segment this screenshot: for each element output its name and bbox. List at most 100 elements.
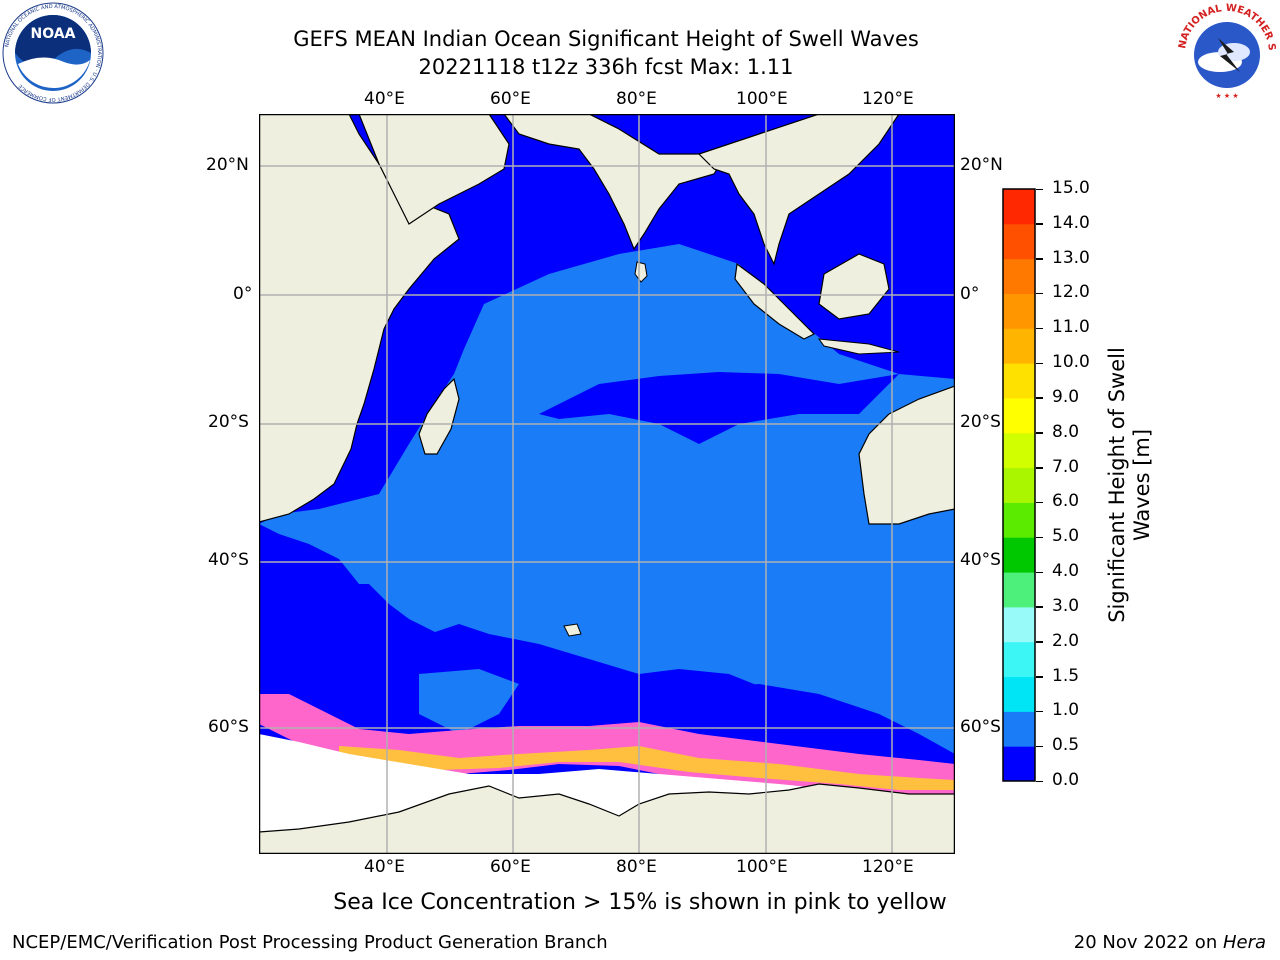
- colorbar-title-line1: Significant Height of Swell: [1104, 347, 1129, 623]
- colorbar-tick-label: 9.0: [1052, 386, 1080, 407]
- colorbar-segment: [1003, 537, 1035, 573]
- lon-label-bottom-80e: 80°E: [616, 857, 657, 877]
- colorbar-tick-label: 11.0: [1052, 317, 1090, 338]
- colorbar-tick-mark: [1036, 745, 1043, 748]
- colorbar-segment: [1003, 676, 1035, 712]
- colorbar-segment: [1003, 293, 1035, 329]
- colorbar-title-line2: Waves [m]: [1130, 428, 1154, 542]
- colorbar-segment: [1003, 363, 1035, 399]
- colorbar-segment: [1003, 432, 1035, 469]
- lon-label-bottom-40e: 40°E: [364, 857, 405, 877]
- sumatra-land: [734, 262, 816, 340]
- colorbar-tick-label: 7.0: [1052, 456, 1080, 477]
- colorbar-tick-mark: [1036, 536, 1043, 539]
- colorbar-tick-label: 0.5: [1052, 735, 1080, 756]
- colorbar-tick-label: 8.0: [1052, 421, 1080, 442]
- madagascar-land: [418, 377, 460, 455]
- footer-machine: Hera: [1222, 932, 1266, 953]
- colorbar-tick-mark: [1036, 467, 1043, 469]
- se-asia-land: [697, 114, 900, 266]
- colorbar-tick-mark: [1036, 710, 1043, 713]
- colorbar-tick-mark: [1036, 397, 1043, 399]
- colorbar-tick-label: 6.0: [1052, 491, 1080, 512]
- colorbar-tick-label: 0.0: [1052, 770, 1080, 790]
- colorbar-tick-mark: [1036, 188, 1043, 190]
- lat-label-right-0: 0°: [960, 284, 980, 304]
- colorbar-segment: [1003, 606, 1035, 643]
- footer-date: 20 Nov 2022 on Hera: [1074, 932, 1266, 953]
- india-land: [503, 114, 731, 251]
- colorbar-tick-label: 10.0: [1052, 352, 1090, 373]
- colorbar-tick-mark: [1036, 606, 1043, 608]
- lat-label-right-20n: 20°N: [960, 155, 1003, 175]
- colorbar-segment: [1003, 641, 1035, 678]
- lat-label-left-20s: 20°S: [208, 412, 249, 432]
- footer-branch: NCEP/EMC/Verification Post Processing Pr…: [12, 932, 608, 953]
- svg-text:★ ★ ★: ★ ★ ★: [1215, 92, 1238, 100]
- colorbar-segment: [1003, 502, 1035, 538]
- colorbar-tick-label: 15.0: [1052, 178, 1090, 198]
- borneo-land: [818, 253, 890, 320]
- map-frame: [259, 114, 955, 854]
- colorbar-tick-label: 5.0: [1052, 526, 1080, 547]
- noaa-logo: NOAA NATIONAL OCEANIC AND ATMOSPHERIC AD…: [2, 2, 104, 104]
- colorbar-segment: [1003, 746, 1035, 782]
- colorbar-tick-mark: [1036, 258, 1043, 260]
- colorbar-segment: [1003, 711, 1035, 747]
- colorbar-tick-label: 2.0: [1052, 630, 1080, 651]
- australia-land: [858, 385, 955, 525]
- map-panel: [259, 114, 955, 854]
- colorbar-tick-label: 3.0: [1052, 595, 1080, 616]
- lon-label-top-80e: 80°E: [616, 89, 657, 109]
- lat-label-left-40s: 40°S: [208, 550, 249, 570]
- colorbar-tick-mark: [1036, 327, 1043, 330]
- colorbar-tick-mark: [1036, 571, 1043, 574]
- colorbar-tick-mark: [1036, 223, 1043, 225]
- lon-label-bottom-120e: 120°E: [862, 857, 914, 877]
- chart-title: GEFS MEAN Indian Ocean Significant Heigh…: [293, 27, 919, 51]
- footer-date-text: 20 Nov 2022 on: [1073, 932, 1223, 953]
- lon-label-bottom-100e: 100°E: [736, 857, 788, 877]
- swell-zone-south-light-2: [749, 584, 955, 694]
- lat-label-left-20n: 20°N: [206, 155, 249, 175]
- lon-label-bottom-60e: 60°E: [490, 857, 531, 877]
- sea-ice-caption: Sea Ice Concentration > 15% is shown in …: [333, 890, 947, 915]
- colorbar-segment: [1003, 572, 1035, 608]
- colorbar-segment: [1003, 223, 1035, 260]
- colorbar-tick-mark: [1036, 780, 1043, 782]
- antarctica-land: [259, 783, 955, 854]
- lat-label-right-20s: 20°S: [960, 412, 1001, 432]
- lat-label-right-40s: 40°S: [960, 550, 1001, 570]
- colorbar-tick-label: 4.0: [1052, 561, 1080, 582]
- noaa-logo-text: NOAA: [31, 26, 76, 42]
- java-land: [817, 338, 900, 355]
- lat-label-left-0: 0°: [233, 284, 253, 304]
- colorbar-segment: [1003, 189, 1035, 225]
- colorbar-segment: [1003, 467, 1035, 503]
- colorbar-segment: [1003, 328, 1035, 364]
- srilanka-land: [634, 261, 648, 283]
- colorbar-tick-mark: [1036, 362, 1043, 365]
- graticule: [259, 114, 955, 854]
- kerguelen-land: [563, 623, 582, 637]
- colorbar-tick-label: 1.0: [1052, 700, 1080, 721]
- swell-zone-south-light: [419, 669, 519, 734]
- nws-logo: NATIONAL WEATHER SERVICE ★ ★ ★: [1176, 2, 1277, 102]
- colorbar-tick-mark: [1036, 676, 1043, 678]
- colorbar-title: Significant Height of Swell Waves [m]: [1105, 347, 1155, 623]
- colorbar-segment: [1003, 258, 1035, 294]
- sea-ice-band-yellow: [339, 746, 955, 790]
- colorbar-tick-label: 12.0: [1052, 282, 1090, 303]
- lon-label-top-100e: 100°E: [736, 89, 788, 109]
- lon-label-top-60e: 60°E: [490, 89, 531, 109]
- lat-label-left-60s: 60°S: [208, 717, 249, 737]
- colorbar-frame: [1002, 188, 1036, 782]
- colorbar: [1002, 188, 1036, 782]
- colorbar-tick-mark: [1036, 501, 1043, 504]
- lat-label-right-60s: 60°S: [960, 717, 1001, 737]
- colorbar-tick-mark: [1036, 432, 1043, 434]
- colorbar-tick-mark: [1036, 292, 1043, 295]
- colorbar-tick-mark: [1036, 641, 1043, 643]
- lon-label-top-120e: 120°E: [862, 89, 914, 109]
- colorbar-segment: [1003, 397, 1035, 434]
